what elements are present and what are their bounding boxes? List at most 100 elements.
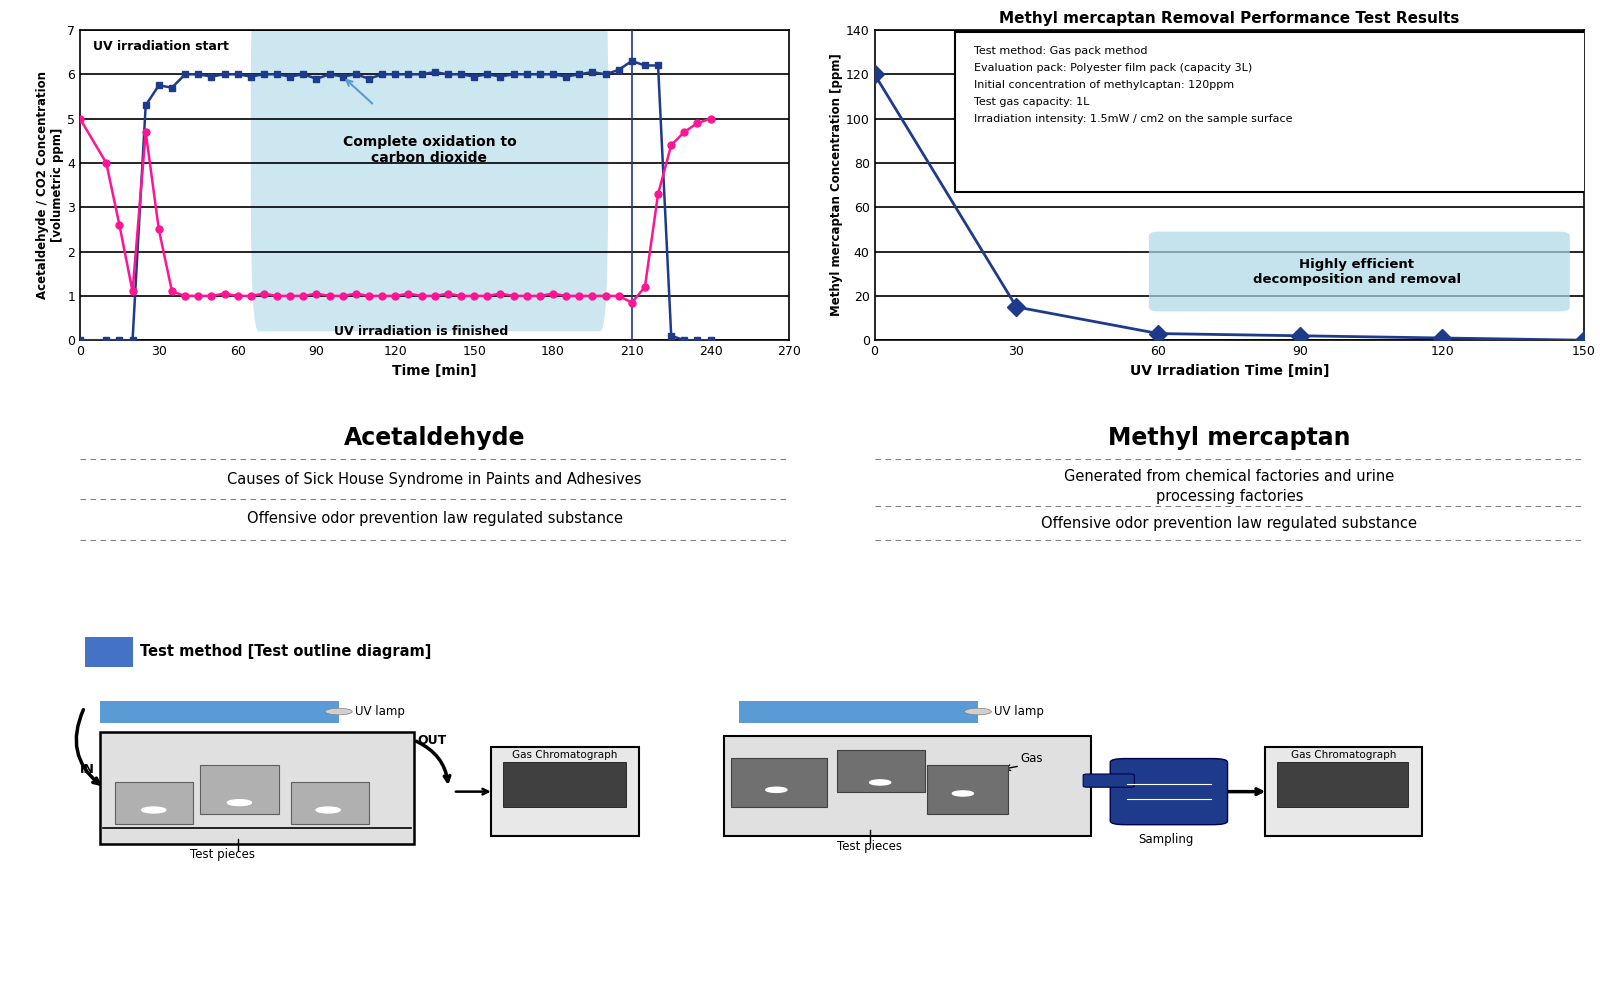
Acetaldehyde bbox=[320, 290, 339, 302]
Acetaldehyde bbox=[123, 285, 142, 297]
Acetaldehyde bbox=[346, 288, 365, 300]
Text: UV irradiation start: UV irradiation start bbox=[93, 40, 229, 53]
Acetaldehyde bbox=[557, 290, 576, 302]
CO2 bbox=[451, 68, 470, 80]
CO2 bbox=[254, 68, 274, 80]
Text: Test pieces: Test pieces bbox=[837, 840, 902, 853]
CO2 bbox=[595, 68, 614, 80]
CO2 bbox=[582, 66, 602, 78]
FancyBboxPatch shape bbox=[99, 701, 339, 723]
Acetaldehyde bbox=[176, 290, 195, 302]
Text: OUT: OUT bbox=[418, 734, 446, 747]
Acetaldehyde bbox=[544, 288, 563, 300]
CO2 bbox=[360, 73, 379, 85]
Acetaldehyde bbox=[504, 290, 523, 302]
Acetaldehyde bbox=[189, 290, 208, 302]
CO2 bbox=[635, 59, 654, 71]
Acetaldehyde bbox=[162, 285, 181, 297]
FancyBboxPatch shape bbox=[85, 637, 133, 667]
FancyBboxPatch shape bbox=[99, 732, 414, 844]
Text: Causes of Sick House Syndrome in Paints and Adhesives: Causes of Sick House Syndrome in Paints … bbox=[227, 472, 642, 487]
Acetaldehyde bbox=[635, 281, 654, 293]
CO2 bbox=[517, 68, 536, 80]
Acetaldehyde bbox=[280, 290, 299, 302]
CO2 bbox=[504, 68, 523, 80]
Acetaldehyde bbox=[398, 288, 418, 300]
Text: Gas Chromatograph: Gas Chromatograph bbox=[512, 750, 618, 760]
CO2 bbox=[333, 71, 352, 83]
CO2 bbox=[544, 68, 563, 80]
CO2 bbox=[229, 68, 248, 80]
CO2 bbox=[123, 334, 142, 346]
FancyBboxPatch shape bbox=[1110, 759, 1227, 825]
Text: UV irradiation is finished: UV irradiation is finished bbox=[334, 325, 509, 338]
Acetaldehyde bbox=[214, 288, 234, 300]
Text: Highly efficient
decomposition and removal: Highly efficient decomposition and remov… bbox=[1253, 258, 1461, 286]
Circle shape bbox=[952, 791, 973, 796]
CO2 bbox=[149, 79, 168, 91]
FancyBboxPatch shape bbox=[502, 762, 626, 807]
Text: Offensive odor prevention law regulated substance: Offensive odor prevention law regulated … bbox=[1042, 516, 1418, 531]
Acetaldehyde bbox=[464, 290, 483, 302]
CO2 bbox=[491, 71, 510, 83]
Acetaldehyde bbox=[688, 117, 707, 129]
CO2 bbox=[162, 82, 181, 94]
Acetaldehyde bbox=[307, 288, 326, 300]
CO2 bbox=[688, 334, 707, 346]
FancyBboxPatch shape bbox=[926, 765, 1008, 814]
Acetaldehyde bbox=[491, 288, 510, 300]
CO2 bbox=[557, 71, 576, 83]
FancyBboxPatch shape bbox=[837, 750, 925, 792]
Acetaldehyde bbox=[517, 290, 536, 302]
FancyBboxPatch shape bbox=[115, 782, 194, 824]
Circle shape bbox=[227, 800, 251, 806]
Acetaldehyde bbox=[149, 223, 168, 235]
Text: Offensive odor prevention law regulated substance: Offensive odor prevention law regulated … bbox=[246, 511, 622, 526]
CO2 bbox=[320, 68, 339, 80]
CO2 bbox=[294, 68, 314, 80]
CO2 bbox=[478, 68, 498, 80]
Acetaldehyde bbox=[595, 290, 614, 302]
Y-axis label: Acetaldehyde / CO2 Concentration
[volumetric ppm]: Acetaldehyde / CO2 Concentration [volume… bbox=[37, 71, 64, 299]
CO2 bbox=[136, 99, 155, 111]
CO2 bbox=[675, 334, 694, 346]
CO2 bbox=[176, 68, 195, 80]
CO2 bbox=[346, 68, 365, 80]
CO2 bbox=[373, 68, 392, 80]
Circle shape bbox=[965, 708, 992, 715]
Text: Generated from chemical factories and urine: Generated from chemical factories and ur… bbox=[1064, 469, 1395, 484]
Acetaldehyde bbox=[386, 290, 405, 302]
FancyBboxPatch shape bbox=[1266, 747, 1421, 836]
CO2 bbox=[661, 330, 680, 342]
Acetaldehyde bbox=[333, 290, 352, 302]
Acetaldehyde bbox=[582, 290, 602, 302]
FancyBboxPatch shape bbox=[731, 758, 827, 807]
Acetaldehyde bbox=[96, 157, 115, 169]
Circle shape bbox=[766, 787, 787, 792]
Line: Acetaldehyde: Acetaldehyde bbox=[77, 115, 714, 306]
Text: Methyl mercaptan: Methyl mercaptan bbox=[1109, 426, 1350, 450]
Acetaldehyde bbox=[622, 297, 642, 309]
Acetaldehyde bbox=[610, 290, 629, 302]
FancyBboxPatch shape bbox=[739, 701, 978, 723]
CO2 bbox=[426, 66, 445, 78]
Text: UV lamp: UV lamp bbox=[995, 705, 1045, 718]
Text: Acetaldehyde: Acetaldehyde bbox=[344, 426, 525, 450]
Text: Test method [Test outline diagram]: Test method [Test outline diagram] bbox=[141, 644, 432, 659]
Text: Test method: Gas pack method
Evaluation pack: Polyester film pack (capacity 3L)
: Test method: Gas pack method Evaluation … bbox=[974, 46, 1293, 124]
Circle shape bbox=[870, 780, 891, 785]
Acetaldehyde bbox=[110, 219, 130, 231]
CO2 bbox=[110, 334, 130, 346]
Acetaldehyde bbox=[229, 290, 248, 302]
CO2 bbox=[530, 68, 549, 80]
Acetaldehyde bbox=[426, 290, 445, 302]
FancyBboxPatch shape bbox=[1277, 762, 1408, 807]
Text: UV lamp: UV lamp bbox=[355, 705, 405, 718]
FancyBboxPatch shape bbox=[1149, 232, 1570, 311]
Circle shape bbox=[325, 708, 352, 715]
Line: CO2: CO2 bbox=[77, 58, 714, 344]
CO2 bbox=[96, 334, 115, 346]
Acetaldehyde bbox=[242, 290, 261, 302]
Title: Methyl mercaptan Removal Performance Test Results: Methyl mercaptan Removal Performance Tes… bbox=[998, 11, 1459, 26]
X-axis label: Time [min]: Time [min] bbox=[392, 364, 477, 378]
